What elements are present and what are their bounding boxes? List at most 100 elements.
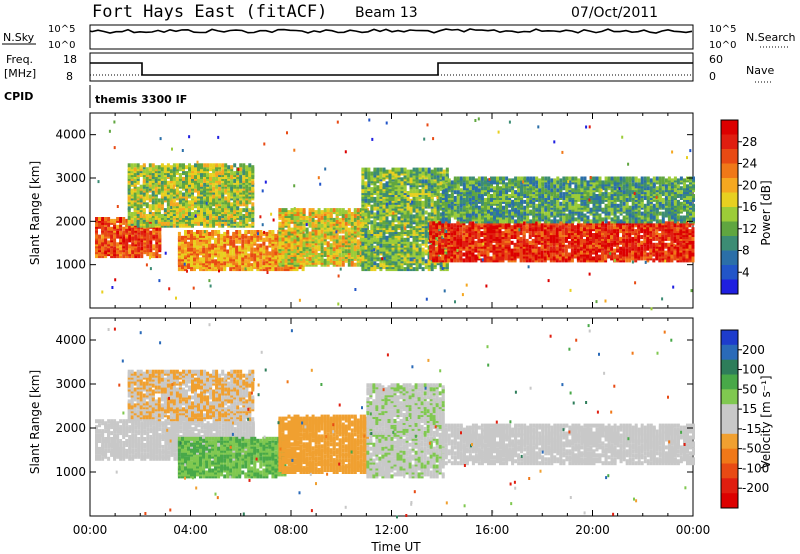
data-cell — [474, 240, 478, 245]
data-cell — [98, 238, 101, 243]
data-cell — [430, 192, 434, 197]
data-cell — [435, 233, 439, 237]
data-cell — [169, 175, 173, 179]
data-cell — [347, 254, 351, 259]
data-cell — [388, 220, 392, 225]
data-cell — [438, 225, 442, 230]
data-cell — [570, 258, 574, 263]
data-cell — [567, 252, 571, 257]
data-cell — [239, 175, 243, 179]
data-cell — [244, 230, 248, 234]
data-cell — [442, 169, 446, 174]
data-cell — [376, 237, 380, 242]
data-cell — [253, 247, 257, 252]
data-cell — [229, 263, 233, 268]
data-cell — [232, 251, 236, 256]
nsky-trace — [89, 28, 693, 34]
data-cell — [230, 171, 234, 176]
data-cell — [561, 229, 565, 234]
data-cell — [376, 167, 380, 172]
data-cell — [427, 179, 431, 184]
data-cell — [573, 225, 577, 230]
data-cell — [564, 244, 568, 249]
data-cell — [214, 230, 218, 234]
data-cell — [286, 265, 290, 270]
data-cell — [190, 247, 193, 252]
data-cell — [347, 227, 351, 232]
data-cell — [131, 228, 135, 233]
data-cell — [251, 206, 255, 211]
data-cell — [232, 231, 236, 236]
data-cell — [163, 208, 167, 213]
data-cell — [142, 208, 146, 213]
data-cell — [391, 214, 395, 219]
data-cell — [242, 202, 246, 207]
data-cell — [400, 167, 404, 172]
data-cell — [341, 221, 345, 226]
data-cell — [148, 217, 152, 222]
data-cell — [447, 252, 451, 257]
data-cell — [239, 188, 243, 193]
data-cell — [242, 214, 246, 218]
data-cell — [403, 267, 407, 272]
data-cell — [391, 181, 395, 186]
data-cell — [462, 227, 466, 232]
data-cell — [519, 252, 523, 257]
data-cell — [631, 236, 635, 241]
data-cell — [113, 234, 117, 239]
data-cell — [418, 167, 422, 172]
data-cell — [409, 214, 413, 219]
data-cell — [137, 246, 141, 251]
data-cell — [194, 217, 197, 222]
data-cell — [433, 216, 437, 221]
data-cell — [453, 236, 457, 241]
data-cell — [113, 218, 117, 223]
data-cell — [415, 189, 419, 194]
data-cell — [391, 187, 395, 192]
data-cell — [308, 221, 312, 226]
data-cell — [622, 225, 626, 230]
data-cell — [350, 221, 354, 226]
data-cell — [447, 223, 451, 228]
data-cell — [421, 228, 425, 233]
data-cell — [412, 253, 416, 258]
data-cell — [259, 255, 263, 260]
nsearch-label: N.Search — [746, 31, 796, 44]
data-cell — [549, 246, 553, 251]
data-cell — [424, 249, 428, 254]
data-cell — [344, 225, 348, 230]
data-cell — [555, 254, 559, 259]
data-cell — [278, 208, 282, 213]
data-cell — [489, 256, 493, 261]
data-cell — [268, 251, 272, 256]
data-cell — [227, 196, 231, 201]
data-cell — [412, 167, 416, 172]
data-cell — [567, 227, 571, 232]
data-cell — [262, 237, 266, 242]
data-cell — [185, 180, 188, 185]
data-cell — [175, 188, 179, 193]
data-cell — [119, 238, 123, 243]
data-cell — [576, 229, 580, 234]
data-cell — [531, 248, 535, 253]
data-cell — [613, 248, 617, 253]
data-cell — [492, 250, 496, 255]
data-cell — [429, 221, 433, 226]
data-cell — [373, 237, 377, 242]
data-cell — [441, 227, 445, 232]
data-cell — [436, 167, 440, 172]
data-cell — [382, 167, 386, 172]
data-cell — [230, 180, 234, 185]
data-cell — [151, 200, 155, 205]
data-cell — [607, 229, 611, 234]
data-cell — [238, 230, 242, 234]
data-cell — [154, 165, 158, 170]
data-cell — [583, 258, 586, 263]
data-cell — [370, 261, 374, 266]
data-cell — [427, 212, 431, 217]
data-cell — [160, 206, 164, 211]
data-cell — [589, 240, 592, 245]
data-cell — [341, 253, 345, 257]
